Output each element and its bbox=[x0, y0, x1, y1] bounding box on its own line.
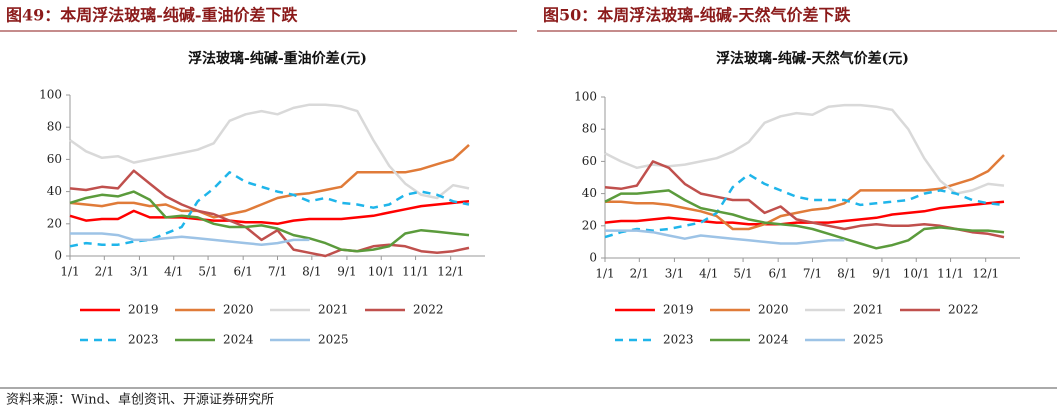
x-tick-label: 12/1 bbox=[972, 267, 999, 281]
x-tick-label: 4/1 bbox=[164, 265, 183, 279]
series-line bbox=[604, 189, 1005, 250]
series-line bbox=[69, 143, 470, 219]
legend-label: 2019 bbox=[663, 303, 694, 317]
x-tick-label: 10/1 bbox=[368, 265, 395, 279]
y-tick-label: 100 bbox=[39, 88, 62, 102]
x-tick-label: 10/1 bbox=[903, 267, 930, 281]
y-tick-label: 80 bbox=[47, 120, 62, 134]
x-tick-label: 6/1 bbox=[769, 267, 788, 281]
legend-label: 2024 bbox=[223, 333, 254, 347]
series-line bbox=[605, 229, 845, 245]
x-tick-label: 3/1 bbox=[665, 267, 684, 281]
x-tick-label: 4/1 bbox=[699, 267, 718, 281]
x-tick-label: 8/1 bbox=[837, 267, 856, 281]
legend-label: 2025 bbox=[318, 333, 349, 347]
legend-label: 2020 bbox=[223, 303, 254, 317]
y-tick-label: 60 bbox=[582, 154, 597, 168]
legend-label: 2021 bbox=[318, 303, 349, 317]
series-line bbox=[604, 160, 1005, 239]
legend-label: 2022 bbox=[413, 303, 444, 317]
legend-label: 2023 bbox=[663, 333, 694, 347]
x-tick-label: 5/1 bbox=[198, 265, 217, 279]
x-tick-label: 2/1 bbox=[630, 267, 649, 281]
series-line bbox=[70, 232, 310, 246]
x-tick-label: 7/1 bbox=[268, 265, 287, 279]
y-tick-label: 100 bbox=[574, 90, 597, 104]
x-tick-label: 12/1 bbox=[437, 265, 464, 279]
series-line bbox=[604, 103, 1005, 195]
series-line bbox=[605, 154, 1005, 231]
series-line bbox=[604, 173, 1005, 239]
series-line bbox=[69, 200, 470, 226]
series-line bbox=[69, 190, 470, 253]
legend-label: 2021 bbox=[853, 303, 884, 317]
x-tick-label: 8/1 bbox=[302, 265, 321, 279]
legend-label: 2023 bbox=[128, 333, 159, 347]
x-tick-label: 1/1 bbox=[60, 265, 79, 279]
series-line bbox=[69, 171, 470, 248]
x-tick-label: 11/1 bbox=[402, 265, 429, 279]
legend-label: 2025 bbox=[853, 333, 884, 347]
y-tick-label: 0 bbox=[54, 249, 62, 263]
y-tick-label: 20 bbox=[582, 218, 597, 232]
legend-label: 2019 bbox=[128, 303, 159, 317]
x-tick-label: 3/1 bbox=[130, 265, 149, 279]
x-tick-label: 11/1 bbox=[937, 267, 964, 281]
legend-label: 2024 bbox=[758, 333, 789, 347]
x-tick-label: 7/1 bbox=[803, 267, 822, 281]
chart-title: 浮法玻璃-纯碱-天然气价差(元) bbox=[716, 50, 909, 67]
x-tick-label: 2/1 bbox=[95, 265, 114, 279]
x-tick-label: 6/1 bbox=[234, 265, 253, 279]
x-tick-label: 9/1 bbox=[337, 265, 356, 279]
y-tick-label: 60 bbox=[47, 152, 62, 166]
y-tick-label: 40 bbox=[582, 186, 597, 200]
y-tick-label: 0 bbox=[589, 251, 597, 265]
series-line bbox=[69, 103, 470, 200]
series-line bbox=[69, 169, 470, 258]
chart-title: 浮法玻璃-纯碱-重油价差(元) bbox=[188, 50, 367, 67]
series-line bbox=[604, 200, 1005, 226]
legend-label: 2022 bbox=[948, 303, 979, 317]
x-tick-label: 5/1 bbox=[733, 267, 752, 281]
caption: 图50：本周浮法玻璃-纯碱-天然气价差下跌 bbox=[543, 6, 852, 25]
x-tick-label: 9/1 bbox=[872, 267, 891, 281]
caption: 图49：本周浮法玻璃-纯碱-重油价差下跌 bbox=[6, 6, 299, 25]
y-tick-label: 20 bbox=[47, 216, 62, 230]
y-tick-label: 40 bbox=[47, 184, 62, 198]
x-tick-label: 1/1 bbox=[595, 267, 614, 281]
y-tick-label: 80 bbox=[582, 122, 597, 136]
source: 资料来源：Wind、卓创资讯、开源证券研究所 bbox=[6, 392, 274, 408]
legend-label: 2020 bbox=[758, 303, 789, 317]
